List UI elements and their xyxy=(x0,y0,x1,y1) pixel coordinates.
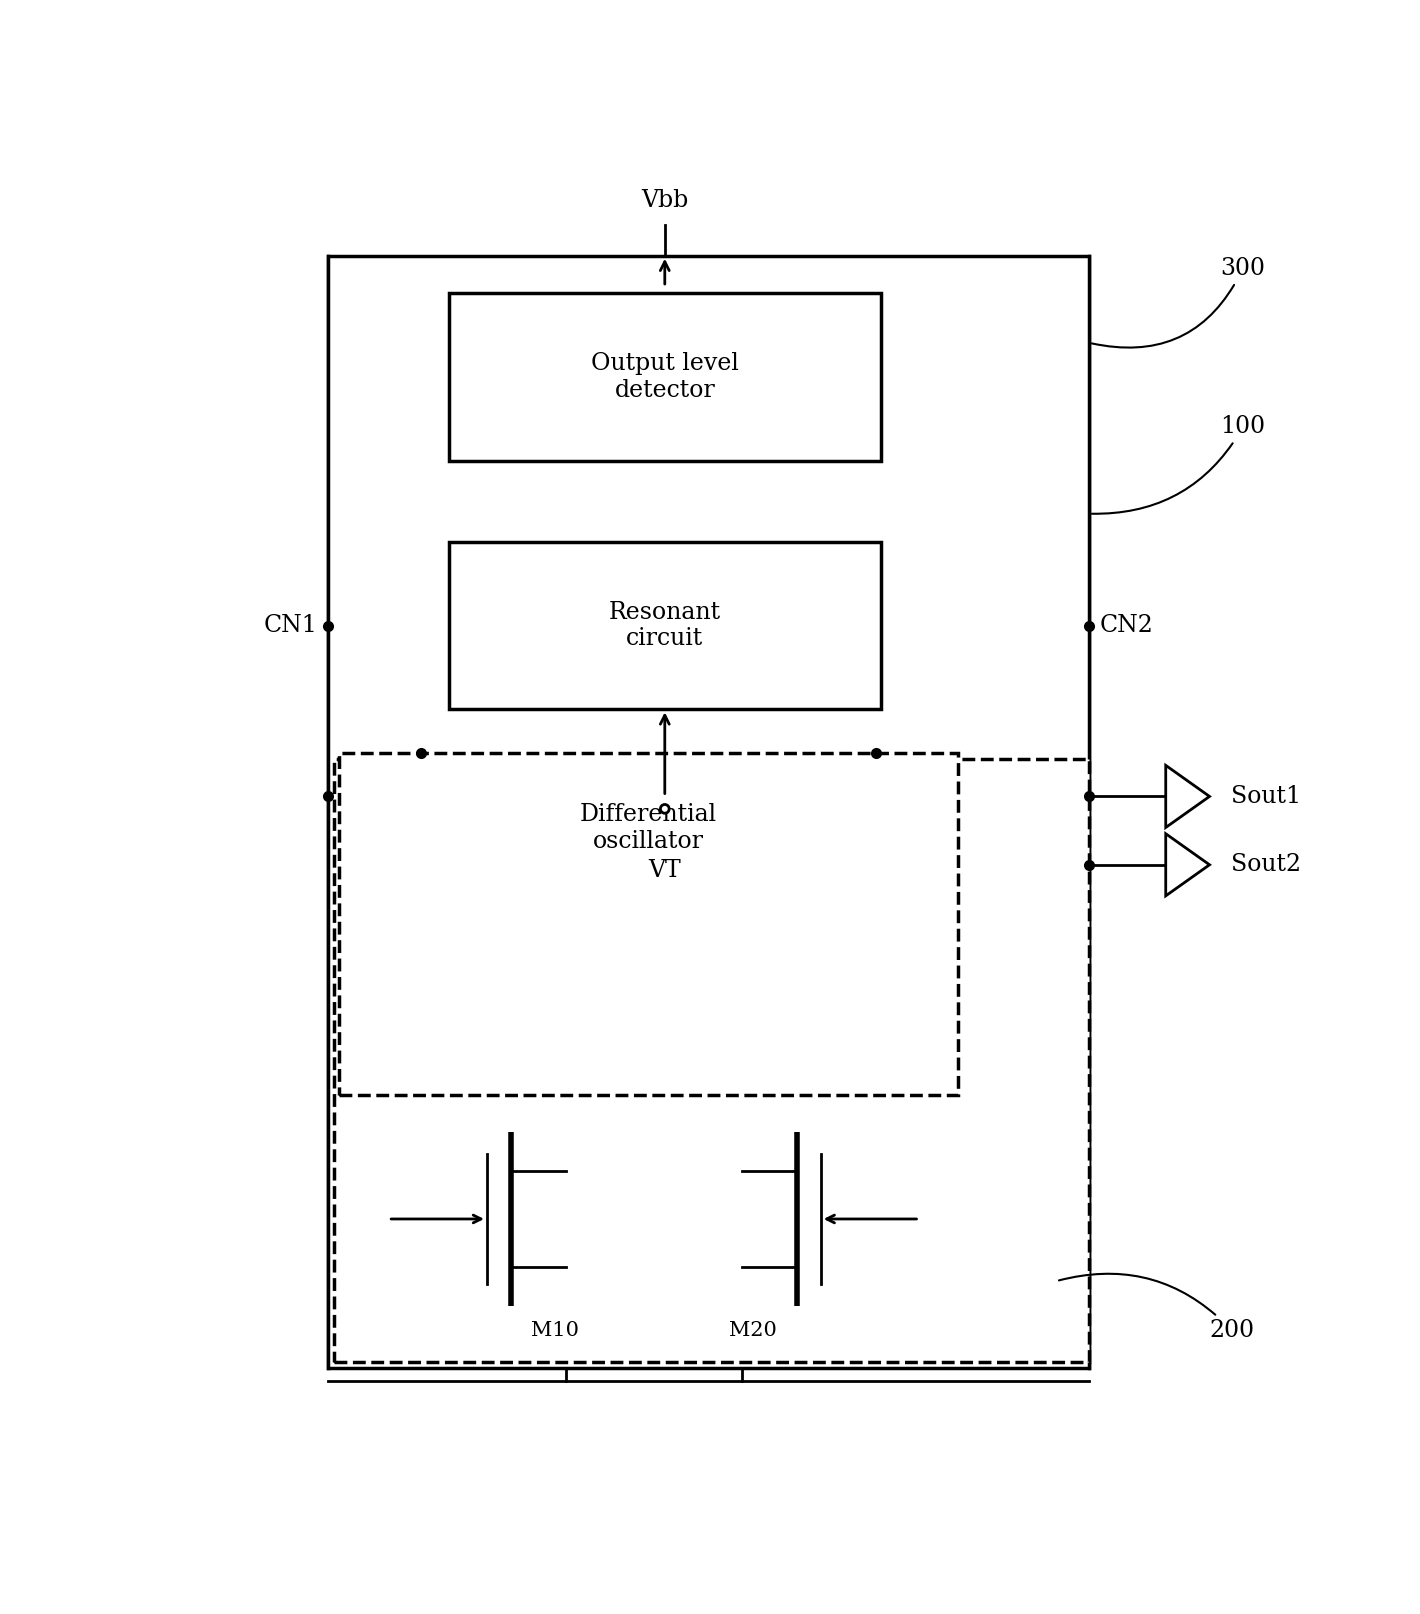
Text: 100: 100 xyxy=(1092,415,1265,513)
Text: Differential
oscillator: Differential oscillator xyxy=(579,804,717,852)
Polygon shape xyxy=(1166,765,1210,828)
Bar xyxy=(449,542,880,710)
Bar xyxy=(334,759,1089,1362)
Text: Vbb: Vbb xyxy=(642,189,689,213)
Text: Output level
detector: Output level detector xyxy=(591,352,738,402)
Text: CN2: CN2 xyxy=(1100,613,1154,638)
Text: M20: M20 xyxy=(728,1322,777,1340)
Text: CN1: CN1 xyxy=(263,613,317,638)
Text: VT: VT xyxy=(649,859,682,881)
Bar xyxy=(328,255,1089,1369)
Text: Sout1: Sout1 xyxy=(1231,784,1302,809)
Text: M10: M10 xyxy=(531,1322,579,1340)
Polygon shape xyxy=(1166,834,1210,896)
Text: Resonant
circuit: Resonant circuit xyxy=(609,600,721,650)
Bar xyxy=(449,294,880,462)
Bar xyxy=(339,752,957,1094)
Circle shape xyxy=(660,804,669,813)
Text: 200: 200 xyxy=(1059,1273,1255,1343)
Text: 300: 300 xyxy=(1092,257,1265,347)
Text: Sout2: Sout2 xyxy=(1231,854,1302,876)
